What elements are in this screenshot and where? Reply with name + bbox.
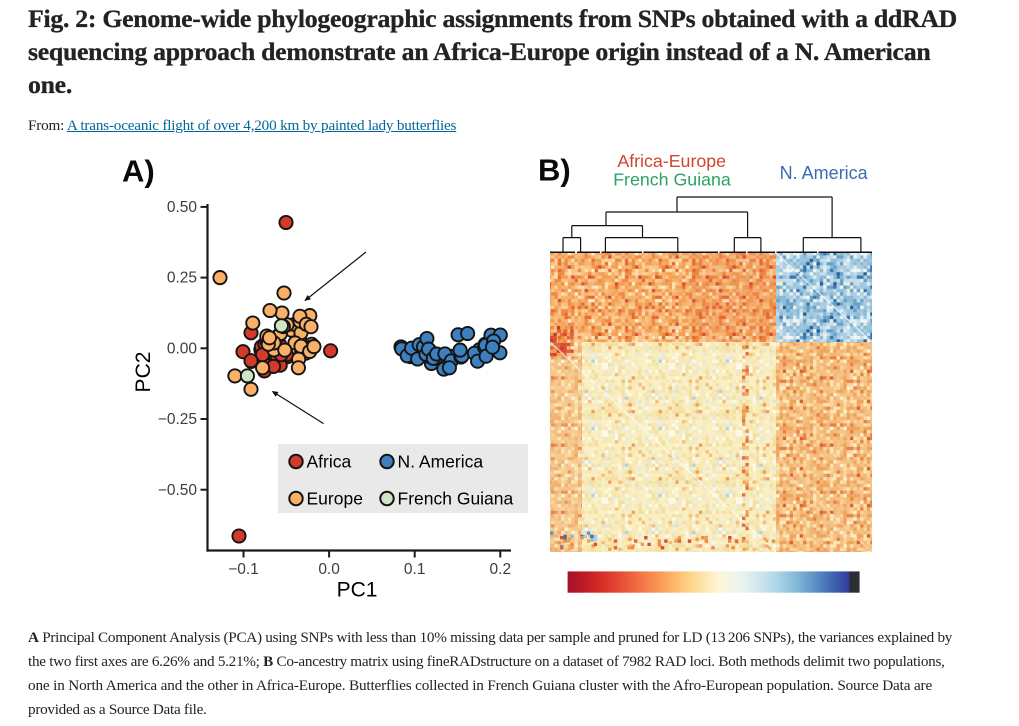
svg-text:−0.25: −0.25 bbox=[158, 411, 197, 428]
svg-text:Africa-Europe: Africa-Europe bbox=[617, 151, 726, 171]
svg-text:−0.50: −0.50 bbox=[158, 482, 198, 499]
svg-text:French Guiana: French Guiana bbox=[398, 489, 514, 509]
svg-text:0.00: 0.00 bbox=[167, 340, 198, 357]
svg-text:Africa: Africa bbox=[307, 452, 352, 472]
svg-text:0.2: 0.2 bbox=[490, 561, 512, 578]
svg-text:−0.1: −0.1 bbox=[228, 561, 259, 578]
svg-text:N. America: N. America bbox=[398, 452, 484, 472]
svg-text:Europe: Europe bbox=[307, 489, 363, 509]
svg-text:0.25: 0.25 bbox=[167, 270, 197, 287]
svg-text:PC1: PC1 bbox=[337, 579, 378, 602]
svg-text:B): B) bbox=[538, 153, 571, 188]
svg-text:0.50: 0.50 bbox=[167, 199, 198, 216]
svg-text:N. America: N. America bbox=[780, 163, 869, 183]
svg-text:0.0: 0.0 bbox=[318, 561, 340, 578]
svg-text:0.1: 0.1 bbox=[404, 561, 426, 578]
svg-text:French Guiana: French Guiana bbox=[613, 169, 731, 189]
svg-text:PC2: PC2 bbox=[132, 352, 155, 393]
svg-text:A): A) bbox=[122, 154, 155, 189]
